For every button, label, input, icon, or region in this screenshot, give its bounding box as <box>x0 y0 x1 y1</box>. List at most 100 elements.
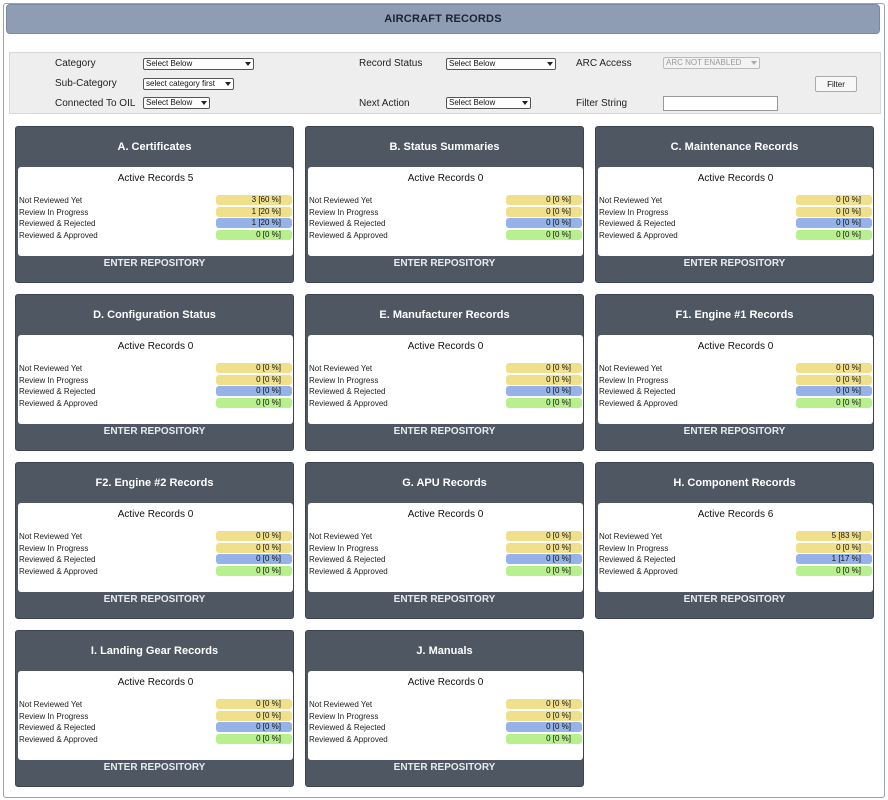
enter-repository-link[interactable]: ENTER REPOSITORY <box>103 258 206 269</box>
status-label: Reviewed & Approved <box>309 735 388 744</box>
status-count-badge: 0 [0 %] <box>506 207 582 217</box>
status-row: Review In Progress 0 [0 %] <box>308 207 583 218</box>
card-title: A. Certificates <box>117 141 192 153</box>
active-records-count: Active Records 0 <box>407 677 484 688</box>
status-count-badge: 0 [0 %] <box>506 375 582 385</box>
active-records-count: Active Records 0 <box>697 341 774 352</box>
enter-repository-link[interactable]: ENTER REPOSITORY <box>393 426 496 437</box>
sub-category-label: Sub-Category <box>55 78 117 89</box>
status-count-badge: 0 [0 %] <box>506 722 582 732</box>
status-label: Reviewed & Approved <box>599 231 678 240</box>
status-label: Reviewed & Approved <box>599 567 678 576</box>
status-count-badge: 0 [0 %] <box>796 398 872 408</box>
status-count-badge: 0 [0 %] <box>216 386 292 396</box>
status-row: Review In Progress 1 [20 %] <box>18 207 293 218</box>
status-label: Reviewed & Rejected <box>309 219 386 228</box>
status-label: Reviewed & Rejected <box>19 555 96 564</box>
status-row: Not Reviewed Yet 0 [0 %] <box>308 699 583 710</box>
status-row: Reviewed & Rejected 0 [0 %] <box>18 386 293 397</box>
sub-category-select[interactable]: select category first <box>143 78 234 90</box>
card-body: Active Records 0 Not Reviewed Yet 0 [0 %] R… <box>598 167 873 256</box>
status-count-badge: 1 [17 %] <box>796 554 872 564</box>
status-row: Reviewed & Approved 0 [0 %] <box>18 230 293 241</box>
status-label: Review In Progress <box>309 208 379 217</box>
status-row: Reviewed & Rejected 0 [0 %] <box>308 386 583 397</box>
next-action-label: Next Action <box>359 98 410 109</box>
status-row: Reviewed & Approved 0 [0 %] <box>598 566 873 577</box>
status-label: Reviewed & Rejected <box>599 219 676 228</box>
active-records-count: Active Records 6 <box>697 509 774 520</box>
status-label: Reviewed & Approved <box>599 399 678 408</box>
status-count-badge: 0 [0 %] <box>506 699 582 709</box>
filter-string-input[interactable] <box>663 96 778 111</box>
connected-to-oil-select[interactable]: Select Below <box>143 97 210 109</box>
card-title: E. Manufacturer Records <box>379 309 510 321</box>
status-count-badge: 0 [0 %] <box>216 554 292 564</box>
status-row: Reviewed & Approved 0 [0 %] <box>308 734 583 745</box>
status-row: Reviewed & Rejected 0 [0 %] <box>308 722 583 733</box>
status-label: Not Reviewed Yet <box>599 364 663 373</box>
status-count-badge: 0 [0 %] <box>796 218 872 228</box>
status-label: Reviewed & Approved <box>19 399 98 408</box>
category-select[interactable]: Select Below <box>143 58 254 70</box>
status-label: Reviewed & Approved <box>309 399 388 408</box>
status-row: Reviewed & Rejected 0 [0 %] <box>308 218 583 229</box>
status-row: Not Reviewed Yet 0 [0 %] <box>308 195 583 206</box>
record-card: F1. Engine #1 Records Active Records 0 Not… <box>595 294 874 451</box>
enter-repository-link[interactable]: ENTER REPOSITORY <box>683 426 786 437</box>
status-count-badge: 3 [60 %] <box>216 195 292 205</box>
arc-access-select-value: ARC NOT ENABLED <box>666 58 742 67</box>
status-label: Not Reviewed Yet <box>19 364 83 373</box>
enter-repository-link[interactable]: ENTER REPOSITORY <box>393 762 496 773</box>
status-count-badge: 0 [0 %] <box>506 543 582 553</box>
active-records-count: Active Records 0 <box>407 173 484 184</box>
status-row: Not Reviewed Yet 0 [0 %] <box>18 699 293 710</box>
status-count-badge: 0 [0 %] <box>216 363 292 373</box>
filter-button[interactable]: Filter <box>815 76 857 92</box>
status-count-badge: 0 [0 %] <box>506 386 582 396</box>
arc-access-label: ARC Access <box>576 58 632 69</box>
enter-repository-link[interactable]: ENTER REPOSITORY <box>393 594 496 605</box>
status-row: Review In Progress 0 [0 %] <box>308 711 583 722</box>
status-label: Review In Progress <box>599 544 669 553</box>
enter-repository-link[interactable]: ENTER REPOSITORY <box>103 762 206 773</box>
status-label: Review In Progress <box>19 544 89 553</box>
status-row: Reviewed & Rejected 0 [0 %] <box>18 722 293 733</box>
record-card: G. APU Records Active Records 0 Not Review… <box>305 462 584 619</box>
enter-repository-link[interactable]: ENTER REPOSITORY <box>103 594 206 605</box>
card-title: F2. Engine #2 Records <box>95 477 214 489</box>
active-records-count: Active Records 0 <box>697 173 774 184</box>
enter-repository-link[interactable]: ENTER REPOSITORY <box>393 258 496 269</box>
status-row: Review In Progress 0 [0 %] <box>308 375 583 386</box>
status-count-badge: 0 [0 %] <box>216 230 292 240</box>
active-records-count: Active Records 0 <box>117 509 194 520</box>
sub-category-select-value: select category first <box>146 79 215 88</box>
next-action-select[interactable]: Select Below <box>446 97 531 109</box>
status-label: Not Reviewed Yet <box>309 364 373 373</box>
status-row: Not Reviewed Yet 3 [60 %] <box>18 195 293 206</box>
status-count-badge: 1 [20 %] <box>216 207 292 217</box>
status-label: Reviewed & Rejected <box>19 387 96 396</box>
arc-access-select: ARC NOT ENABLED <box>663 57 760 69</box>
card-body: Active Records 5 Not Reviewed Yet 3 [60 %]… <box>18 167 293 256</box>
card-body: Active Records 6 Not Reviewed Yet 5 [83 %]… <box>598 503 873 592</box>
card-body: Active Records 0 Not Reviewed Yet 0 [0 %] R… <box>308 335 583 424</box>
status-row: Review In Progress 0 [0 %] <box>598 375 873 386</box>
enter-repository-link[interactable]: ENTER REPOSITORY <box>103 426 206 437</box>
record-status-select[interactable]: Select Below <box>446 58 556 70</box>
status-count-badge: 0 [0 %] <box>506 230 582 240</box>
status-count-badge: 0 [0 %] <box>506 363 582 373</box>
status-row: Review In Progress 0 [0 %] <box>598 207 873 218</box>
card-title: D. Configuration Status <box>93 309 216 321</box>
status-label: Reviewed & Rejected <box>309 555 386 564</box>
chevron-down-icon <box>547 62 553 66</box>
record-card: I. Landing Gear Records Active Records 0 N… <box>15 630 294 787</box>
card-body: Active Records 0 Not Reviewed Yet 0 [0 %] R… <box>18 335 293 424</box>
enter-repository-link[interactable]: ENTER REPOSITORY <box>683 594 786 605</box>
status-count-badge: 0 [0 %] <box>796 375 872 385</box>
enter-repository-link[interactable]: ENTER REPOSITORY <box>683 258 786 269</box>
card-body: Active Records 0 Not Reviewed Yet 0 [0 %] R… <box>308 167 583 256</box>
card-title: G. APU Records <box>402 477 487 489</box>
status-count-badge: 0 [0 %] <box>216 543 292 553</box>
status-label: Review In Progress <box>309 544 379 553</box>
